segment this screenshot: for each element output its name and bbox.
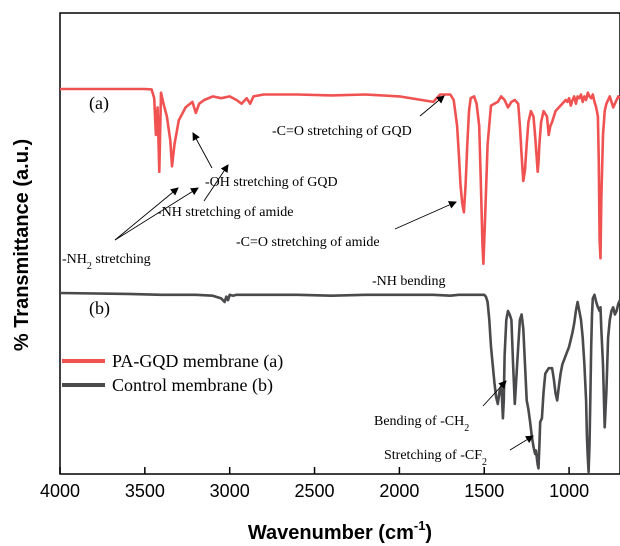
x-tick-label: 4000 — [40, 481, 80, 501]
arrow-nh2-a — [114, 187, 179, 241]
arrow-oh-gqd — [192, 132, 213, 169]
annotations: -NH2 stretching -NH stretching of amide … — [62, 95, 534, 468]
x-tick-label: 3000 — [210, 481, 250, 501]
curve-label-b: (b) — [89, 298, 110, 319]
series-line-pa-gqd — [60, 87, 620, 266]
annotation-co-amide: -C=O stretching of amide — [236, 235, 380, 250]
x-axis-title: Wavenumber (cm-1) — [248, 518, 432, 544]
arrow-nh-amide — [203, 164, 229, 202]
plot-frame — [59, 12, 620, 475]
annotation-oh-gqd: -OH stretching of GQD — [205, 175, 338, 190]
y-axis-title: % Transmittance (a.u.) — [11, 139, 33, 351]
legend-label-control: Control membrane (b) — [112, 375, 273, 396]
curve-label-a: (a) — [89, 93, 109, 114]
annotation-ch2-bend: Bending of -CH2 — [374, 414, 469, 434]
x-tick-label: 3500 — [125, 481, 165, 501]
annotation-nh-amide: -NH stretching of amide — [157, 205, 293, 220]
series-layer — [59, 87, 620, 474]
arrow-co-amide — [394, 201, 457, 230]
x-axis-ticks: 4000 3500 3000 2500 2000 1500 1000 — [40, 467, 589, 501]
x-tick-label: 2000 — [379, 481, 419, 501]
legend-label-pa-gqd: PA-GQD membrane (a) — [112, 351, 283, 372]
annotation-nh2: -NH2 stretching — [62, 252, 151, 272]
arrow-co-gqd — [419, 95, 445, 117]
annotation-nh-bend: -NH bending — [372, 274, 446, 289]
annotation-cf2-stretch: Stretching of -CF2 — [384, 448, 487, 468]
legend: PA-GQD membrane (a) Control membrane (b) — [62, 351, 283, 396]
series-line-control — [59, 291, 620, 474]
x-tick-label: 1000 — [549, 481, 589, 501]
annotation-co-gqd: -C=O stretching of GQD — [272, 124, 412, 139]
x-tick-label: 2500 — [295, 481, 335, 501]
arrow-nh2-b — [114, 187, 199, 241]
x-tick-label: 1500 — [464, 481, 504, 501]
arrow-ch2-bend — [482, 380, 507, 407]
arrow-cf2-stretch — [509, 435, 534, 451]
